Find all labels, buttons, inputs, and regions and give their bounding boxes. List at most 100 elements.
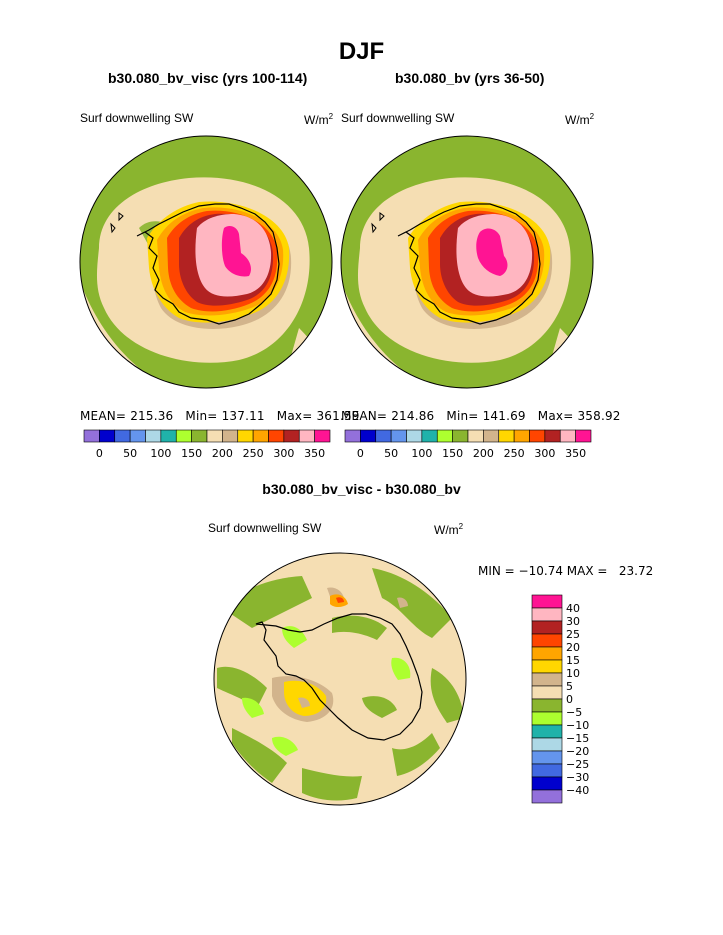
colorbar-tick-label: 350 xyxy=(304,447,325,460)
colorbar-swatch xyxy=(531,672,563,687)
colorbar-tick-label: −25 xyxy=(566,758,589,771)
colorbar-swatch xyxy=(298,429,315,443)
colorbar-swatch xyxy=(531,594,563,609)
difference-minmax: MIN = −10.74 MAX = 23.72 xyxy=(478,564,654,578)
right-mean: MEAN= 214.86 xyxy=(341,409,435,423)
antarctica-coastline xyxy=(255,613,423,741)
colorbar-tick-label: −15 xyxy=(566,732,589,745)
colorbar-swatch xyxy=(531,750,563,765)
season-title: DJF xyxy=(338,38,385,65)
colorbar-swatch xyxy=(360,429,377,443)
colorbar-swatch xyxy=(452,429,469,443)
colorbar-swatch xyxy=(544,429,561,443)
colorbar-swatch xyxy=(160,429,177,443)
colorbar-swatch xyxy=(531,607,563,622)
colorbar-tick-label: 250 xyxy=(504,447,525,460)
colorbar-swatch xyxy=(513,429,530,443)
colorbar-swatch xyxy=(531,633,563,648)
colorbar-swatch xyxy=(206,429,223,443)
colorbar-tick-label: 200 xyxy=(212,447,233,460)
left-colorbar: 0 50 100 150 200 250 300 350 xyxy=(83,429,331,460)
colorbar-swatch xyxy=(531,711,563,726)
colorbar-swatch xyxy=(531,620,563,635)
colorbar-tick-label: 350 xyxy=(565,447,586,460)
colorbar-swatch xyxy=(531,724,563,739)
right-panel-title: b30.080_bv (yrs 36-50) xyxy=(395,70,545,86)
colorbar-swatch xyxy=(99,429,116,443)
colorbar-tick-label: 200 xyxy=(473,447,494,460)
colorbar-tick-label: 50 xyxy=(123,447,137,460)
left-units-label: W/m2 xyxy=(304,112,334,127)
colorbar-swatch xyxy=(268,429,285,443)
colorbar-swatch xyxy=(129,429,146,443)
colorbar-tick-label: 25 xyxy=(566,628,580,641)
left-max: Max= 361.59 xyxy=(276,409,360,423)
colorbar-swatch xyxy=(83,429,100,443)
colorbar-swatch xyxy=(145,429,162,443)
difference-title: b30.080_bv_visc - b30.080_bv xyxy=(262,481,461,497)
colorbar-swatch xyxy=(175,429,192,443)
colorbar-swatch xyxy=(531,789,563,804)
colorbar-swatch xyxy=(531,698,563,713)
right-min: Min= 141.69 xyxy=(446,409,526,423)
right-stats: MEAN= 214.86 Min= 141.69 Max= 358.92 xyxy=(341,409,621,423)
colorbar-swatch xyxy=(314,429,331,443)
colorbar-tick-label: 100 xyxy=(411,447,432,460)
colorbar-tick-label: 300 xyxy=(273,447,294,460)
colorbar-tick-label: 5 xyxy=(566,680,573,693)
colorbar-tick-label: 100 xyxy=(150,447,171,460)
colorbar-tick-label: 50 xyxy=(384,447,398,460)
antarctica-coastline xyxy=(136,203,280,325)
colorbar-swatch xyxy=(531,763,563,778)
colorbar-tick-label: 10 xyxy=(566,667,580,680)
colorbar-tick-label: 0 xyxy=(96,447,103,460)
colorbar-tick-label: 40 xyxy=(566,602,580,615)
colorbar-tick-label: −10 xyxy=(566,719,589,732)
colorbar-tick-label: −40 xyxy=(566,784,589,797)
antarctica-coastline xyxy=(397,203,541,325)
colorbar-swatch xyxy=(283,429,300,443)
left-variable-label: Surf downwelling SW xyxy=(80,111,194,125)
colorbar-tick-label: −20 xyxy=(566,745,589,758)
colorbar-tick-label: 30 xyxy=(566,615,580,628)
colorbar-tick-label: 300 xyxy=(534,447,555,460)
right-units-label: W/m2 xyxy=(565,112,595,127)
colorbar-swatch xyxy=(531,776,563,791)
colorbar-swatch xyxy=(390,429,407,443)
colorbar-tick-label: −5 xyxy=(566,706,582,719)
difference-polar-map xyxy=(213,552,467,806)
colorbar-swatch xyxy=(531,737,563,752)
colorbar-swatch xyxy=(436,429,453,443)
colorbar-swatch xyxy=(191,429,208,443)
colorbar-swatch xyxy=(406,429,423,443)
right-colorbar: 0 50 100 150 200 250 300 350 xyxy=(344,429,592,460)
difference-variable-label: Surf downwelling SW xyxy=(208,521,322,535)
colorbar-swatch xyxy=(467,429,484,443)
colorbar-swatch xyxy=(344,429,361,443)
colorbar-swatch xyxy=(222,429,239,443)
colorbar-swatch xyxy=(498,429,515,443)
colorbar-swatch xyxy=(237,429,254,443)
colorbar-swatch xyxy=(531,685,563,700)
colorbar-tick-label: 150 xyxy=(181,447,202,460)
colorbar-tick-label: 250 xyxy=(243,447,264,460)
colorbar-swatch xyxy=(483,429,500,443)
left-min: Min= 137.11 xyxy=(185,409,265,423)
colorbar-tick-label: 0 xyxy=(566,693,573,706)
colorbar-tick-label: 150 xyxy=(442,447,463,460)
colorbar-swatch xyxy=(575,429,592,443)
colorbar-swatch xyxy=(559,429,576,443)
colorbar-tick-label: 15 xyxy=(566,654,580,667)
colorbar-tick-label: −30 xyxy=(566,771,589,784)
right-max: Max= 358.92 xyxy=(537,409,621,423)
colorbar-swatch xyxy=(531,659,563,674)
colorbar-tick-label: 20 xyxy=(566,641,580,654)
right-variable-label: Surf downwelling SW xyxy=(341,111,455,125)
colorbar-swatch xyxy=(421,429,438,443)
left-mean: MEAN= 215.36 xyxy=(80,409,174,423)
colorbar-swatch xyxy=(252,429,269,443)
colorbar-swatch xyxy=(114,429,131,443)
difference-units-label: W/m2 xyxy=(434,522,464,537)
left-polar-map xyxy=(79,135,333,389)
